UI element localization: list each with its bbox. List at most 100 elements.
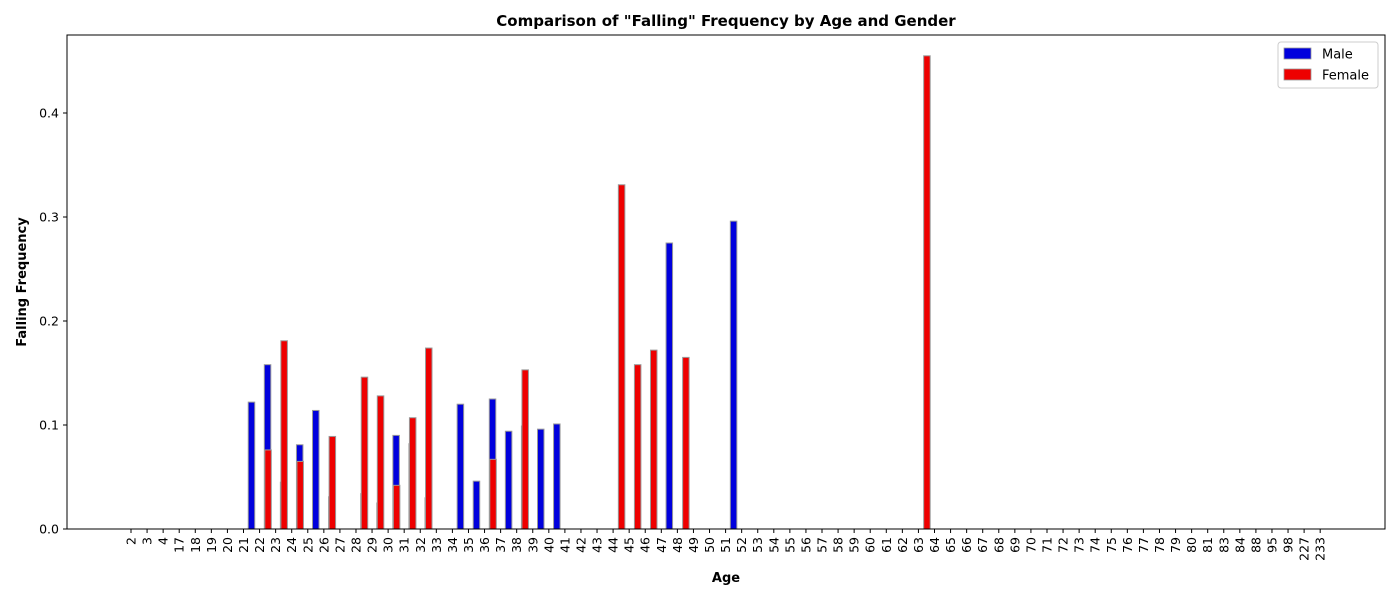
x-tick-label: 29	[365, 537, 380, 553]
x-tick-label: 41	[557, 537, 572, 553]
x-tick-label: 53	[750, 537, 765, 553]
x-tick-label: 23	[268, 537, 283, 553]
y-axis-label: Falling Frequency	[15, 217, 30, 347]
x-tick-label: 62	[895, 537, 910, 553]
x-tick-label: 79	[1168, 537, 1183, 553]
x-axis: 2 3 4 17 18 19 20 21 22 23 24 25 26 27 28 29 30 31 32 33 34 3…	[124, 529, 1328, 561]
x-tick-label: 55	[782, 537, 797, 553]
bar-female	[264, 449, 272, 530]
bar-male	[456, 403, 465, 530]
x-tick-label: 83	[1216, 537, 1231, 553]
x-tick-label: 28	[348, 537, 363, 553]
x-tick-label: 30	[381, 537, 396, 553]
x-tick-label: 2	[124, 537, 139, 545]
bar-male	[553, 423, 561, 530]
x-tick-label: 73	[1072, 537, 1087, 553]
x-tick-label: 54	[766, 537, 781, 553]
bar-female	[425, 347, 433, 530]
x-tick-label: 19	[204, 537, 219, 553]
bar-female	[633, 364, 642, 530]
x-tick-label: 52	[734, 537, 749, 553]
bar-female	[296, 460, 304, 530]
x-tick-label: 65	[943, 537, 958, 553]
bar-female	[280, 340, 288, 530]
x-tick-label: 81	[1200, 537, 1215, 553]
x-tick-label: 42	[573, 537, 588, 553]
x-tick-label: 69	[1007, 537, 1022, 553]
x-tick-label: 4	[156, 537, 171, 545]
x-tick-label: 31	[397, 537, 412, 553]
bar-male	[472, 480, 481, 530]
x-axis-label: Age	[712, 571, 740, 586]
bar-male	[247, 401, 256, 530]
x-tick-label: 60	[863, 537, 878, 553]
y-tick-label: 0.4	[39, 106, 59, 121]
x-tick-label: 78	[1152, 537, 1167, 553]
y-tick-label: 0.2	[39, 314, 59, 329]
x-tick-label: 40	[541, 537, 556, 553]
x-tick-label: 50	[702, 537, 717, 553]
bars-layer	[247, 55, 931, 530]
x-tick-label: 84	[1232, 537, 1247, 553]
bar-female	[617, 184, 626, 530]
x-tick-label: 44	[606, 537, 621, 553]
x-tick-label: 25	[300, 537, 315, 553]
x-tick-label: 56	[798, 537, 813, 553]
legend-swatch-female	[1283, 68, 1312, 81]
x-tick-label: 80	[1184, 537, 1199, 553]
x-tick-label: 75	[1104, 537, 1119, 553]
bar-female	[376, 395, 385, 530]
bar-male	[537, 428, 545, 530]
legend-swatch-male	[1283, 47, 1312, 60]
x-tick-label: 22	[252, 537, 267, 553]
bar-male	[729, 220, 738, 530]
x-tick-label: 48	[670, 537, 685, 553]
x-tick-label: 233	[1313, 537, 1328, 561]
bar-female	[408, 417, 417, 530]
x-tick-label: 36	[477, 537, 492, 553]
x-tick-label: 43	[590, 537, 605, 553]
bar-male	[665, 242, 674, 530]
bar-female	[489, 458, 497, 530]
bar-male	[312, 409, 320, 530]
chart-title: Comparison of "Falling" Frequency by Age…	[496, 12, 956, 30]
x-tick-label: 77	[1136, 537, 1151, 553]
x-tick-label: 76	[1120, 537, 1135, 553]
x-tick-label: 47	[654, 537, 669, 553]
x-tick-label: 27	[332, 537, 347, 553]
x-tick-label: 227	[1297, 537, 1312, 561]
x-tick-label: 21	[236, 537, 251, 553]
legend-label-female: Female	[1322, 69, 1369, 84]
x-tick-label: 72	[1056, 537, 1071, 553]
x-tick-label: 33	[429, 537, 444, 553]
x-tick-label: 3	[140, 537, 155, 545]
x-tick-label: 38	[509, 537, 524, 553]
x-tick-label: 24	[284, 537, 299, 553]
x-tick-label: 71	[1039, 537, 1054, 553]
x-tick-label: 95	[1264, 537, 1279, 553]
x-tick-label: 49	[686, 537, 701, 553]
y-tick-label: 0.3	[39, 210, 59, 225]
x-tick-label: 66	[959, 537, 974, 553]
x-tick-label: 59	[847, 537, 862, 553]
x-tick-label: 57	[815, 537, 830, 553]
x-tick-label: 20	[220, 537, 235, 553]
x-tick-label: 88	[1248, 537, 1263, 553]
x-tick-label: 39	[525, 537, 540, 553]
x-tick-label: 64	[927, 537, 942, 553]
bar-female	[521, 369, 529, 530]
legend: Male Female	[1277, 41, 1379, 89]
bar-female	[360, 376, 369, 530]
x-tick-label: 98	[1281, 537, 1296, 553]
x-tick-label: 46	[638, 537, 653, 553]
bar-female	[328, 435, 337, 530]
x-tick-label: 45	[622, 537, 637, 553]
bar-female	[649, 349, 658, 530]
x-tick-label: 51	[718, 537, 733, 553]
x-tick-label: 26	[316, 537, 331, 553]
x-tick-label: 61	[879, 537, 894, 553]
plot-frame	[66, 34, 1386, 530]
y-tick-label: 0.0	[39, 522, 59, 537]
bar-female	[392, 484, 401, 530]
